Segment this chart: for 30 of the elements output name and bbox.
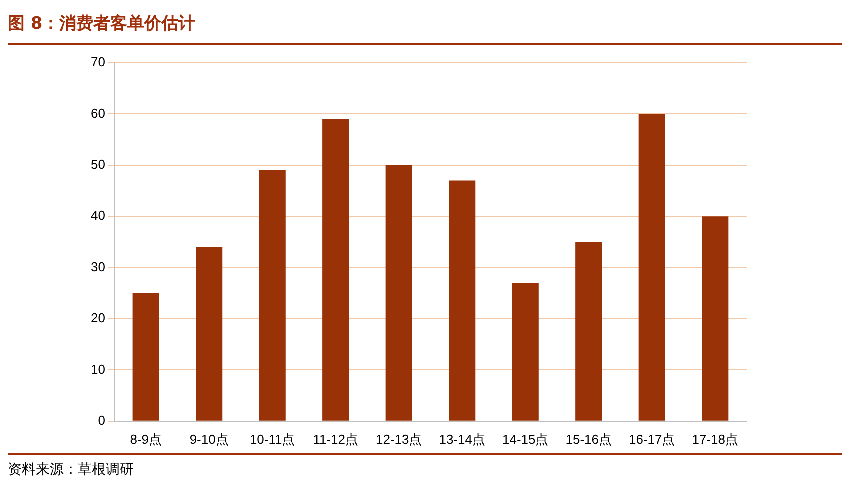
y-tick-label: 50: [90, 156, 106, 172]
x-tick-label: 16-17点: [628, 432, 676, 447]
bar: [259, 170, 286, 421]
x-tick-label: 8-9点: [130, 432, 162, 447]
y-tick-label: 0: [98, 412, 106, 428]
x-tick-label: 9-10点: [190, 432, 229, 447]
x-tick-label: 11-12点: [313, 432, 358, 447]
bar: [322, 119, 350, 421]
y-tick-label: 10: [90, 362, 106, 377]
bar: [638, 114, 666, 421]
bar: [449, 180, 476, 421]
chart-title: 图 8：消费者客单价估计: [8, 8, 842, 45]
x-tick-label: 10-11点: [250, 432, 296, 447]
x-tick-label: 15-16点: [566, 432, 612, 447]
bar: [196, 247, 223, 421]
y-tick-label: 30: [90, 259, 106, 274]
bar: [386, 165, 412, 421]
y-tick-label: 70: [90, 54, 106, 70]
y-tick-label: 40: [90, 208, 106, 224]
y-tick-label: 60: [90, 106, 106, 121]
x-tick-label: 12-13点: [376, 432, 422, 447]
bar: [576, 242, 602, 421]
bar: [512, 283, 539, 421]
x-tick-label: 17-18点: [692, 432, 738, 447]
x-tick-label: 13-14点: [439, 432, 486, 447]
text: 资料来源：草根调研: [8, 462, 134, 478]
y-tick-label: 20: [90, 310, 106, 326]
bar: [702, 216, 729, 421]
x-tick-label: 14-15点: [502, 432, 549, 447]
bar: [132, 293, 160, 421]
